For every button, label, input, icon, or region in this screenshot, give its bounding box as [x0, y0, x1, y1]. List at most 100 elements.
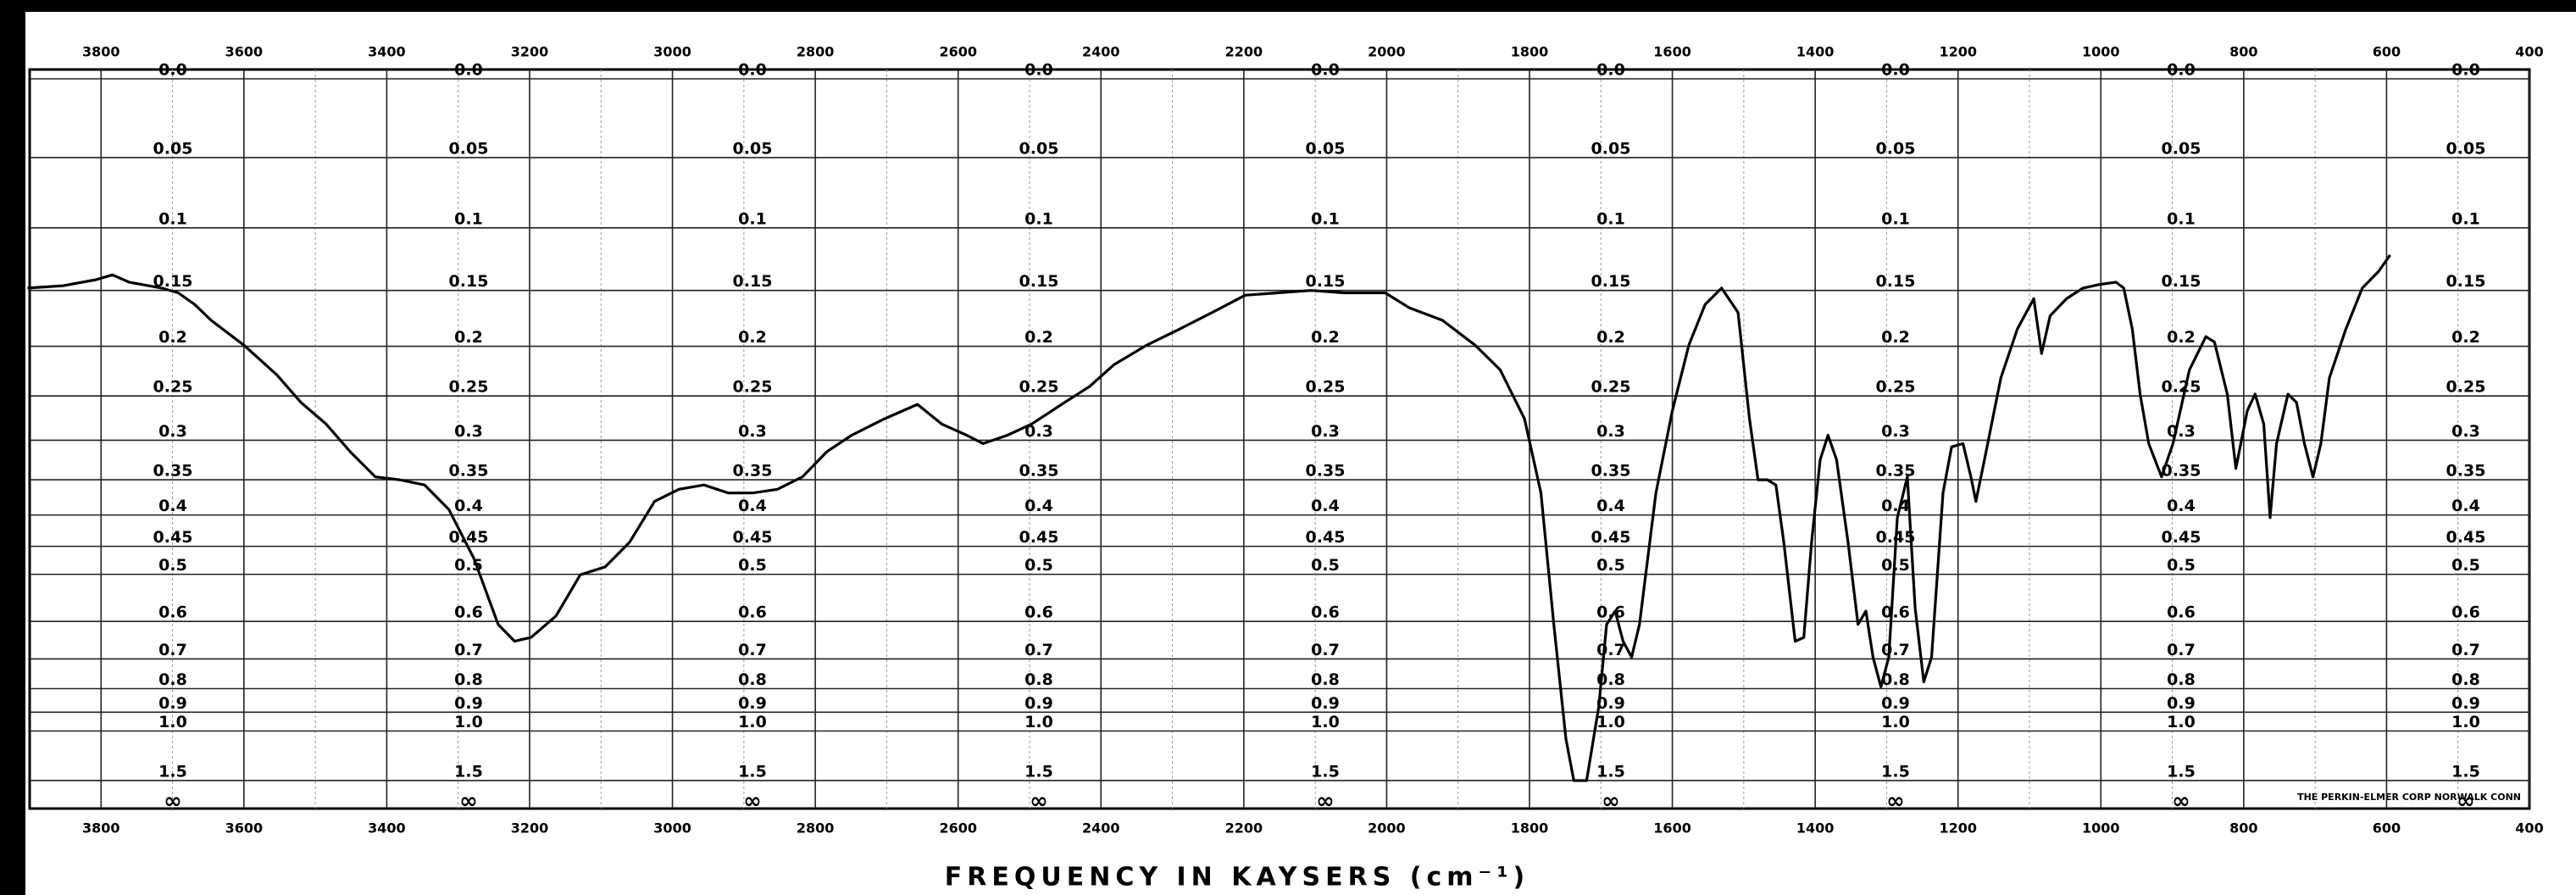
y-tick-label: 0.25 — [153, 378, 193, 397]
x-tick-label-bottom: 1000 — [2082, 820, 2120, 837]
y-tick-label: 0.8 — [738, 670, 767, 689]
y-tick-label: 0.1 — [158, 209, 187, 228]
y-tick-label: 1.5 — [738, 762, 767, 781]
y-tick-label: 0.25 — [2446, 378, 2486, 397]
y-tick-label: 0.0 — [158, 61, 187, 80]
y-tick-label: 0.1 — [2451, 209, 2480, 228]
y-tick-label: 0.3 — [1596, 422, 1625, 441]
y-tick-label: 0.3 — [738, 422, 767, 441]
y-tick-label: 0.6 — [738, 603, 767, 622]
y-tick-label: 0.45 — [1591, 528, 1631, 547]
y-tick-label: 1.0 — [2167, 713, 2196, 731]
y-tick-label: 0.1 — [1881, 209, 1910, 228]
y-tick-label: 0.5 — [1311, 556, 1340, 575]
y-tick-label: 1.5 — [1311, 762, 1340, 781]
y-tick-label: 0.15 — [1591, 272, 1631, 291]
y-tick-label: 0.25 — [1019, 378, 1059, 397]
y-tick-label: 1.5 — [454, 762, 483, 781]
y-tick-label: 0.3 — [158, 422, 187, 441]
y-tick-label: 0.0 — [1881, 61, 1910, 80]
y-tick-label: ∞ — [164, 789, 182, 814]
y-tick-label: 0.4 — [1881, 497, 1910, 515]
x-tick-label-bottom: 1200 — [1939, 820, 1977, 837]
x-tick-label-top: 3200 — [511, 44, 549, 60]
y-tick-label: 0.0 — [454, 61, 483, 80]
y-tick-label: 0.0 — [2451, 61, 2480, 80]
y-tick-label: 0.25 — [449, 378, 489, 397]
y-tick-label: 0.1 — [738, 209, 767, 228]
y-tick-label: 0.2 — [1311, 328, 1340, 347]
y-tick-label: ∞ — [1886, 789, 1905, 814]
x-axis-label: FREQUENCY IN KAYSERS (cm⁻¹) — [945, 863, 1530, 892]
y-tick-label: 0.0 — [738, 61, 767, 80]
y-tick-label: 0.6 — [454, 603, 483, 622]
y-tick-label: 0.1 — [1024, 209, 1053, 228]
y-tick-label: 0.7 — [454, 641, 483, 659]
y-tick-label: 0.1 — [1311, 209, 1340, 228]
y-tick-label: 1.5 — [1881, 762, 1910, 781]
y-tick-label: 0.7 — [1311, 641, 1340, 659]
y-tick-label: 0.3 — [2451, 422, 2480, 441]
y-tick-label: ∞ — [1316, 789, 1335, 814]
x-tick-label-bottom: 3800 — [82, 820, 120, 837]
y-tick-label: 0.9 — [1596, 694, 1625, 713]
x-tick-label-top: 2000 — [1368, 44, 1406, 60]
x-tick-label-bottom: 2400 — [1082, 820, 1120, 837]
y-tick-label: 0.8 — [1596, 670, 1625, 689]
y-tick-label: 1.0 — [454, 713, 483, 731]
y-tick-label: 1.5 — [1024, 762, 1053, 781]
y-tick-label: 0.7 — [1596, 641, 1625, 659]
x-tick-label-bottom: 1800 — [1511, 820, 1549, 837]
annotation: THE PERKIN-ELMER CORP NORWALK CONN — [2297, 792, 2521, 803]
y-tick-label: 0.6 — [1024, 603, 1053, 622]
y-tick-label: 0.7 — [1024, 641, 1053, 659]
y-tick-label: 0.7 — [2167, 641, 2196, 659]
y-tick-label: 0.25 — [1591, 378, 1631, 397]
y-tick-label: 0.0 — [1596, 61, 1625, 80]
y-tick-label: 0.35 — [1876, 462, 1916, 481]
y-tick-label: 0.0 — [2167, 61, 2196, 80]
y-tick-label: 0.5 — [1024, 556, 1053, 575]
x-tick-label-bottom: 2000 — [1368, 820, 1406, 837]
y-tick-label: ∞ — [1602, 789, 1620, 814]
y-tick-label: 0.2 — [158, 328, 187, 347]
x-tick-label-top: 1200 — [1939, 44, 1977, 60]
y-tick-label: 0.8 — [1311, 670, 1340, 689]
y-tick-label: 0.05 — [1306, 139, 1346, 158]
y-tick-label: 0.1 — [1596, 209, 1625, 228]
y-tick-label: 0.15 — [733, 272, 773, 291]
y-tick-label: 0.05 — [1591, 139, 1631, 158]
y-tick-label: 0.15 — [1019, 272, 1059, 291]
x-tick-label-top: 1400 — [1796, 44, 1835, 60]
x-tick-label-top: 3600 — [225, 44, 264, 60]
x-tick-label-top: 400 — [2515, 44, 2543, 60]
y-tick-label: 0.4 — [738, 497, 767, 515]
y-tick-label: 0.9 — [2167, 694, 2196, 713]
y-tick-label: 0.25 — [1306, 378, 1346, 397]
y-tick-label: 0.8 — [454, 670, 483, 689]
y-tick-label: 0.4 — [2451, 497, 2480, 515]
y-tick-label: 0.1 — [2167, 209, 2196, 228]
y-tick-label: 0.3 — [1881, 422, 1910, 441]
y-tick-label: 0.4 — [158, 497, 187, 515]
x-tick-label-top: 600 — [2373, 44, 2401, 60]
y-tick-label: 0.1 — [454, 209, 483, 228]
y-tick-label: 0.4 — [1596, 497, 1625, 515]
y-tick-label: 0.7 — [1881, 641, 1910, 659]
y-tick-label: 0.05 — [449, 139, 489, 158]
y-tick-label: 0.4 — [454, 497, 483, 515]
y-tick-label: 0.3 — [1024, 422, 1053, 441]
x-tick-label-bottom: 2800 — [797, 820, 835, 837]
y-tick-label: 1.0 — [158, 713, 187, 731]
x-tick-label-bottom: 800 — [2229, 820, 2257, 837]
x-tick-label-top: 2600 — [939, 44, 977, 60]
x-tick-label-bottom: 600 — [2373, 820, 2401, 837]
y-tick-label: 0.2 — [1024, 328, 1053, 347]
y-tick-label: 0.9 — [738, 694, 767, 713]
y-tick-label: 0.8 — [2167, 670, 2196, 689]
paper — [25, 12, 2576, 895]
y-tick-label: 0.25 — [2162, 378, 2201, 397]
y-tick-label: ∞ — [2457, 789, 2475, 814]
x-tick-label-top: 2400 — [1082, 44, 1120, 60]
